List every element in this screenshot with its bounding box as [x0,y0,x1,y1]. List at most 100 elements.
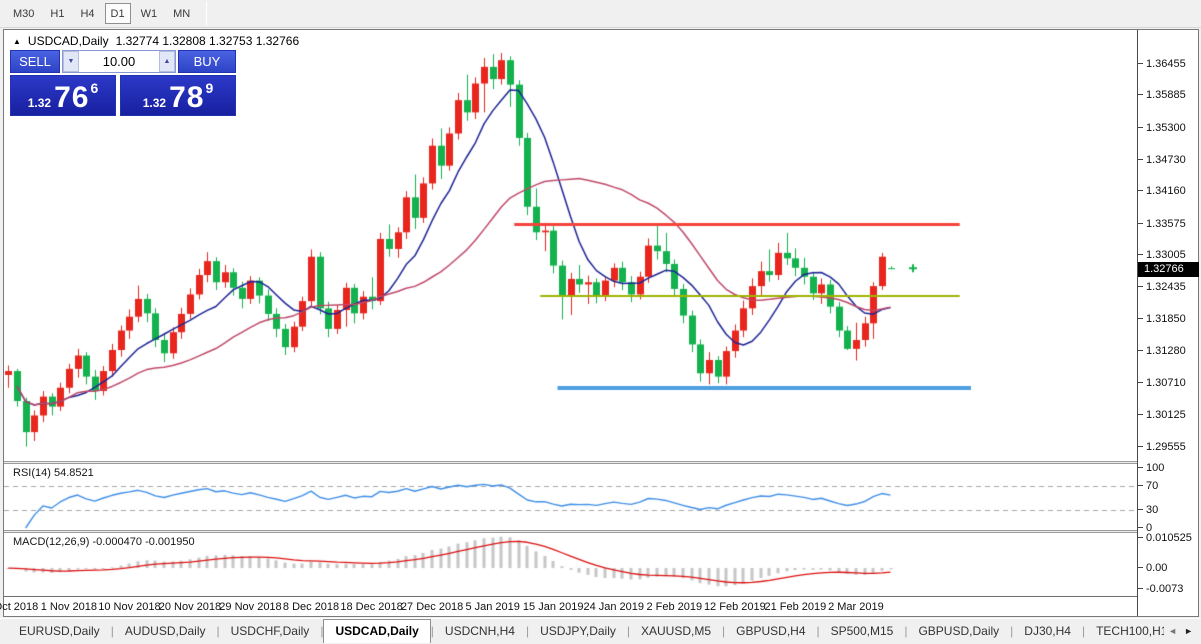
chart-window: ▲ USDCAD,Daily 1.32774 1.32808 1.32753 1… [0,29,1199,617]
price-tick-label: 1.35885 [1138,89,1186,101]
chart-tab-eurusd-daily[interactable]: EURUSD,Daily [19,623,100,638]
price-tick-label: 1.35300 [1138,122,1186,134]
chart-tab-sp500-m15[interactable]: SP500,M15 [830,623,894,638]
axis-tick-mark [1138,222,1143,224]
volume-stepper: ▼ 10.00 ▲ [62,50,176,73]
price-tick-label: 1.33005 [1138,249,1186,261]
sell-button[interactable]: SELL [10,50,60,73]
price-tick-label: 1.29555 [1138,441,1186,453]
timeframe-button-mn[interactable]: MN [173,7,191,20]
axis-tick-mark [1138,254,1143,256]
chart-ohlc-values: 1.32774 1.32808 1.32753 1.32766 [115,34,300,48]
pane-splitter[interactable] [4,461,1137,464]
tab-separator: | [816,624,820,638]
tab-separator: | [430,624,434,638]
rsi-tick-label: 70 [1138,480,1158,492]
axis-tick-mark [1138,467,1143,468]
rsi-label: RSI(14) 54.8521 [13,467,94,479]
timeframe-button-w1[interactable]: W1 [140,7,158,20]
axis-tick-mark [1138,527,1143,528]
volume-increase-icon[interactable]: ▲ [159,51,175,72]
rsi-indicator-pane: RSI(14) 54.8521 [4,464,1137,530]
axis-tick-mark [1138,126,1143,128]
volume-field[interactable]: 10.00 [102,54,136,69]
price-tick-label: 1.30710 [1138,377,1186,389]
macd-indicator-pane: MACD(12,26,9) -0.000470 -0.001950 [4,533,1137,596]
chart-symbol-label: USDCAD,Daily [27,34,109,48]
chart-tab-usdcad-daily[interactable]: USDCAD,Daily [323,619,431,643]
tab-separator: | [722,624,726,638]
chart-tab-tech100-h1[interactable]: TECH100,H1 [1096,623,1165,638]
price-tick-label: 1.31280 [1138,345,1186,357]
sell-price-box[interactable]: 1.32 76 6 [10,75,116,116]
tab-scroll-right-icon[interactable]: ► [1184,626,1193,636]
price-tick-label: 1.36455 [1138,58,1186,70]
chart-tab-gbpusd-daily[interactable]: GBPUSD,Daily [918,623,1000,638]
chart-tab-xauusd-m5[interactable]: XAUUSD,M5 [641,623,712,638]
axis-tick-mark [1138,414,1143,416]
price-tick-label: 1.34730 [1138,154,1186,166]
rsi-tick-label: 0 [1138,522,1152,534]
price-tick-label: 1.31850 [1138,313,1186,325]
timeframe-button-m30[interactable]: M30 [13,7,35,20]
tab-scroll-left-icon[interactable]: ◄ [1168,626,1178,636]
timeframe-button-h4[interactable]: H4 [80,7,95,20]
price-axis[interactable]: 1.36455 1.35885 1.35300 1.34730 1.34160 1.335… [1137,30,1199,616]
collapse-panel-icon[interactable]: ▲ [13,36,21,46]
price-tick-label: 1.32435 [1138,281,1186,293]
axis-tick-mark [1138,445,1143,447]
tab-separator: | [1010,624,1014,638]
date-tick-label: 10 Nov 2018 [98,601,161,613]
axis-tick-mark [1138,509,1143,510]
chart-tab-usdchf-daily[interactable]: USDCHF,Daily [230,623,310,638]
axis-tick-mark [1138,350,1143,352]
date-tick-label: 15 Jan 2019 [522,601,584,613]
date-tick-label: 2 Feb 2019 [646,601,703,613]
macd-tick-label: 0.010525 [1138,532,1192,544]
date-tick-label: 21 Feb 2019 [764,601,827,613]
axis-tick-mark [1138,190,1143,192]
price-tick-label: 1.33575 [1138,218,1186,230]
timeframe-button-h1[interactable]: H1 [50,7,65,20]
chart-title: ▲ USDCAD,Daily 1.32774 1.32808 1.32753 1… [13,34,299,48]
macd-tick-label: -0.0073 [1138,583,1183,595]
volume-decrease-icon[interactable]: ▼ [63,51,79,72]
chart-tab-audusd-daily[interactable]: AUDUSD,Daily [124,623,206,638]
date-tick-label: 2 Mar 2019 [828,601,884,613]
date-tick-label: 8 Dec 2018 [282,601,340,613]
chart-tab-dj30-h4[interactable]: DJ30,H4 [1024,623,1071,638]
buy-price-box[interactable]: 1.32 78 9 [120,75,236,116]
sell-price-pip: 6 [90,80,99,96]
tab-separator: | [626,624,630,638]
rsi-tick-label: 100 [1138,462,1164,474]
buy-price-base: 1.32 [142,96,167,110]
macd-tick-label: 0.00 [1138,562,1167,574]
chart-tab-usdcnh-h4[interactable]: USDCNH,H4 [444,623,515,638]
one-click-trade-panel: SELL ▼ 10.00 ▲ BUY 1.32 76 6 1.32 78 9 [10,50,236,116]
tab-separator: | [320,624,324,638]
toolbar-separator [206,1,208,26]
rsi-canvas[interactable] [4,464,1137,530]
price-tick-label: 1.30125 [1138,409,1186,421]
chart-tab-bar: EURUSD,Daily | AUDUSD,Daily | USDCHF,Daily | U… [0,618,1201,643]
axis-tick-mark [1138,485,1143,486]
tab-separator: | [110,624,114,638]
chart-tab-usdjpy-daily[interactable]: USDJPY,Daily [540,623,616,638]
pane-splitter[interactable] [4,530,1137,533]
timeframe-button-d1[interactable]: D1 [104,3,131,24]
tab-separator: | [216,624,220,638]
axis-tick-mark [1138,62,1143,64]
price-chart-pane: ▲ USDCAD,Daily 1.32774 1.32808 1.32753 1… [4,30,1137,461]
chart-tab-gbpusd-h4[interactable]: GBPUSD,H4 [736,623,806,638]
buy-button[interactable]: BUY [178,50,236,73]
date-tick-label: 27 Dec 2018 [400,601,464,613]
date-tick-label: 20 Nov 2018 [158,601,222,613]
axis-tick-mark [1138,285,1143,287]
axis-tick-mark [1138,318,1143,320]
rsi-tick-label: 30 [1138,504,1158,516]
macd-canvas[interactable] [4,533,1137,596]
axis-tick-mark [1138,94,1143,96]
date-tick-label: 1 Nov 2018 [40,601,97,613]
date-tick-label: 24 Jan 2019 [583,601,645,613]
